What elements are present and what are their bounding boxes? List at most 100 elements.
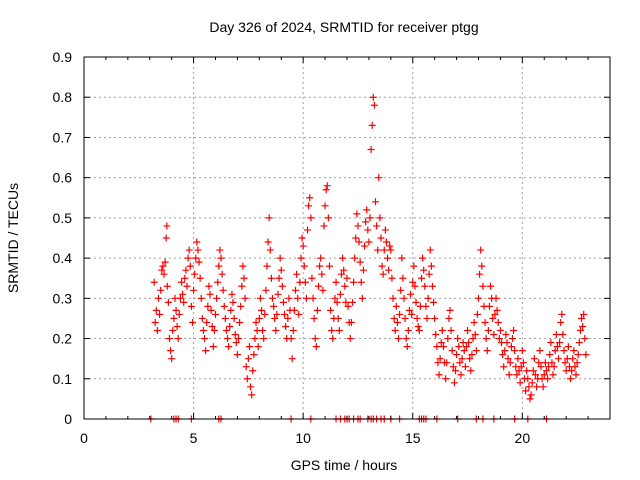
data-point-marker bbox=[276, 254, 284, 262]
data-point-marker bbox=[447, 327, 455, 335]
data-point-marker bbox=[156, 310, 164, 318]
data-point-marker bbox=[413, 314, 421, 322]
data-point-marker bbox=[279, 298, 287, 306]
data-point-marker bbox=[196, 274, 204, 282]
data-point-marker bbox=[365, 238, 373, 246]
data-point-marker bbox=[457, 371, 465, 379]
data-point-marker bbox=[556, 339, 564, 347]
data-point-marker bbox=[397, 286, 405, 294]
data-point-marker bbox=[240, 274, 248, 282]
data-point-marker bbox=[443, 359, 451, 367]
data-point-marker bbox=[214, 278, 222, 286]
data-point-marker bbox=[369, 93, 377, 101]
data-point-marker bbox=[411, 282, 419, 290]
data-point-marker bbox=[235, 335, 243, 343]
data-point-marker bbox=[250, 351, 258, 359]
data-point-marker bbox=[393, 318, 401, 326]
x-tick-label: 15 bbox=[405, 430, 421, 446]
data-point-marker bbox=[311, 335, 319, 343]
data-point-marker bbox=[221, 314, 229, 322]
data-point-marker bbox=[579, 322, 587, 330]
data-point-marker bbox=[444, 335, 452, 343]
data-point-marker bbox=[418, 274, 426, 282]
y-tick-label: 0.7 bbox=[53, 129, 73, 145]
data-point-marker bbox=[382, 238, 390, 246]
data-point-marker bbox=[262, 286, 270, 294]
data-point-marker bbox=[398, 254, 406, 262]
data-point-marker bbox=[431, 314, 439, 322]
data-point-marker bbox=[297, 254, 305, 262]
data-point-marker bbox=[461, 363, 469, 371]
data-point-marker bbox=[395, 335, 403, 343]
data-point-marker bbox=[430, 298, 438, 306]
data-point-marker bbox=[547, 339, 555, 347]
data-point-marker bbox=[518, 347, 526, 355]
data-point-marker bbox=[307, 214, 315, 222]
data-point-marker bbox=[487, 282, 495, 290]
data-point-marker bbox=[285, 294, 293, 302]
data-point-marker bbox=[558, 310, 566, 318]
data-point-marker bbox=[320, 222, 328, 230]
data-point-marker bbox=[530, 355, 538, 363]
data-point-marker bbox=[278, 282, 286, 290]
data-point-marker bbox=[219, 286, 227, 294]
data-point-marker bbox=[261, 310, 269, 318]
data-point-marker bbox=[404, 327, 412, 335]
data-point-marker bbox=[158, 266, 166, 274]
data-point-marker bbox=[401, 314, 409, 322]
data-point-marker bbox=[535, 359, 543, 367]
data-point-marker bbox=[222, 327, 230, 335]
data-point-marker bbox=[212, 310, 219, 318]
data-point-marker bbox=[451, 367, 459, 375]
data-point-marker bbox=[207, 306, 215, 314]
data-point-marker bbox=[376, 214, 384, 222]
data-point-marker bbox=[527, 391, 535, 399]
data-point-marker bbox=[204, 302, 212, 310]
data-point-marker bbox=[485, 302, 493, 310]
data-point-marker bbox=[467, 367, 475, 375]
data-point-marker bbox=[378, 262, 386, 270]
data-point-marker bbox=[201, 335, 209, 343]
data-point-marker bbox=[553, 343, 561, 351]
data-point-marker bbox=[237, 302, 245, 310]
data-point-marker bbox=[472, 347, 480, 355]
data-point-marker bbox=[327, 306, 335, 314]
data-point-marker bbox=[482, 335, 490, 343]
y-tick-label: 0.8 bbox=[53, 89, 73, 105]
data-point-marker bbox=[163, 282, 171, 290]
y-tick-label: 0.4 bbox=[53, 250, 73, 266]
data-point-marker bbox=[385, 266, 393, 274]
data-point-marker bbox=[163, 222, 171, 230]
data-point-marker bbox=[449, 363, 457, 371]
data-point-marker bbox=[505, 371, 513, 379]
x-tick-label: 0 bbox=[80, 430, 88, 446]
data-point-marker bbox=[355, 238, 363, 246]
data-point-marker bbox=[168, 355, 176, 363]
data-point-marker bbox=[567, 375, 575, 383]
data-point-marker bbox=[408, 310, 416, 318]
data-point-marker bbox=[414, 322, 422, 330]
data-point-marker bbox=[483, 347, 491, 355]
data-point-marker bbox=[313, 306, 321, 314]
data-point-marker bbox=[225, 343, 233, 351]
data-point-marker bbox=[523, 367, 531, 375]
data-point-marker bbox=[309, 294, 317, 302]
data-point-marker bbox=[150, 278, 158, 286]
data-point-marker bbox=[224, 335, 232, 343]
data-point-marker bbox=[529, 367, 537, 375]
data-point-marker bbox=[354, 222, 362, 230]
data-point-marker bbox=[525, 383, 533, 391]
y-axis-label: SRMTID / TECUs bbox=[5, 183, 21, 293]
data-point-marker bbox=[544, 375, 552, 383]
data-point-marker bbox=[161, 258, 169, 266]
data-point-marker bbox=[578, 314, 586, 322]
data-point-marker bbox=[423, 314, 431, 322]
data-point-marker bbox=[419, 254, 427, 262]
data-point-marker bbox=[384, 254, 392, 262]
data-point-marker bbox=[176, 294, 184, 302]
data-point-marker bbox=[426, 246, 434, 254]
data-point-marker bbox=[217, 254, 225, 262]
data-point-marker bbox=[248, 391, 256, 399]
data-point-marker bbox=[265, 214, 273, 222]
